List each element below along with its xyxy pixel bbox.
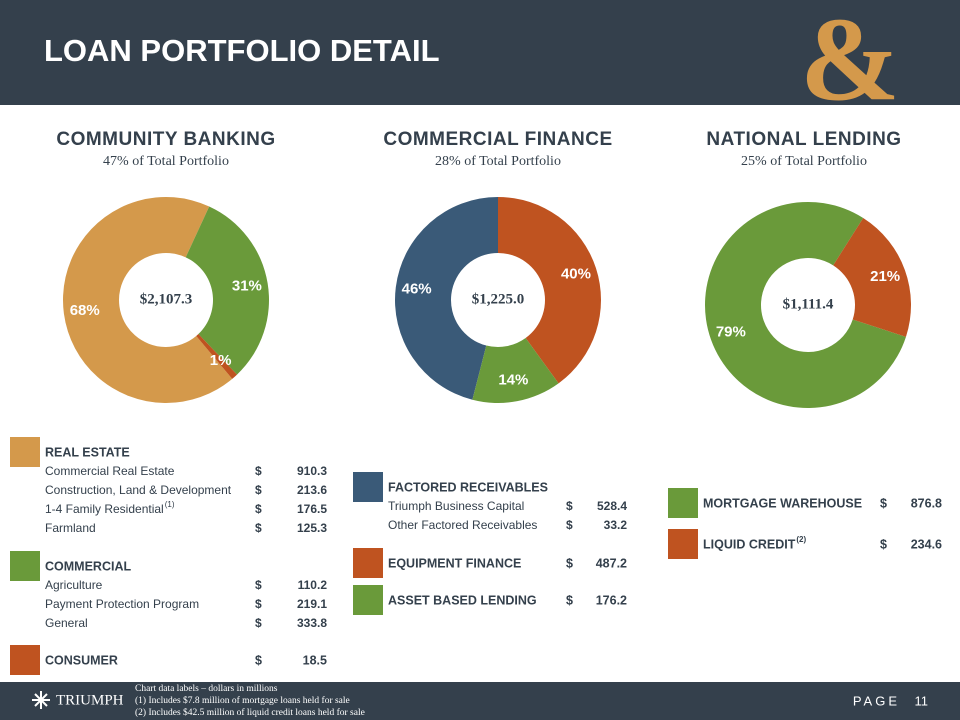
currency: $ — [255, 464, 262, 478]
chart-subtitle: 25% of Total Portfolio — [741, 154, 867, 169]
row-label: Commercial Real Estate — [45, 464, 175, 478]
footer-band — [0, 682, 960, 720]
data-label: 79% — [716, 324, 746, 341]
donut-segment — [498, 197, 601, 384]
currency: $ — [255, 502, 262, 516]
chart-title: COMMUNITY BANKING — [56, 129, 275, 150]
currency: $ — [255, 521, 262, 535]
data-label: 14% — [498, 372, 528, 389]
donut-segment — [472, 338, 559, 403]
data-label: 1% — [210, 352, 232, 369]
amount: 18.5 — [303, 653, 327, 667]
legend-swatch — [668, 488, 698, 518]
row-label: General — [45, 616, 88, 630]
brand-icon — [32, 691, 50, 709]
donut-segment — [833, 218, 911, 337]
page-number: 11 — [915, 693, 929, 708]
currency: $ — [255, 616, 262, 630]
section-header: CONSUMER — [45, 653, 118, 667]
amount: 234.6 — [911, 537, 942, 551]
center-label: $1,111.4 — [783, 296, 834, 312]
currency: $ — [255, 597, 262, 611]
amount: 333.8 — [297, 616, 327, 630]
legend-swatch — [353, 548, 383, 578]
data-label: 46% — [402, 281, 432, 298]
legend-swatch — [10, 645, 40, 675]
section-header: LIQUID CREDIT — [703, 537, 796, 551]
amount: 876.8 — [911, 496, 942, 510]
currency: $ — [566, 556, 573, 570]
data-label: 31% — [232, 278, 262, 295]
section-header: FACTORED RECEIVABLES — [388, 480, 548, 494]
currency: $ — [880, 537, 887, 551]
footnote: Chart data labels – dollars in millions — [135, 684, 278, 694]
section-header: EQUIPMENT FINANCE — [388, 556, 521, 570]
legend-swatch — [353, 472, 383, 502]
row-label: Payment Protection Program — [45, 597, 199, 611]
currency: $ — [255, 483, 262, 497]
donut-segment — [394, 197, 498, 400]
legend-swatch — [668, 529, 698, 559]
row-label: Farmland — [45, 521, 96, 535]
note-ref: (2) — [796, 535, 806, 544]
amount: 528.4 — [597, 499, 627, 513]
currency: $ — [566, 593, 573, 607]
section-header: REAL ESTATE — [45, 445, 130, 459]
section-header: MORTGAGE WAREHOUSE — [703, 496, 862, 510]
row-label: Construction, Land & Development — [45, 483, 232, 497]
footnote: (2) Includes $42.5 million of liquid cre… — [135, 707, 365, 718]
chart-title: NATIONAL LENDING — [706, 129, 901, 150]
currency: $ — [255, 653, 262, 667]
footnote: (1) Includes $7.8 million of mortgage lo… — [135, 695, 350, 706]
amount: 125.3 — [297, 521, 327, 535]
center-label: $2,107.3 — [140, 291, 193, 307]
section-header: COMMERCIAL — [45, 559, 131, 573]
amount: 110.2 — [298, 578, 328, 592]
currency: $ — [255, 578, 262, 592]
brand: TRIUMPH — [56, 692, 124, 708]
center-label: $1,225.0 — [472, 291, 525, 307]
data-label: 40% — [561, 266, 591, 283]
note-ref: (1) — [165, 500, 175, 509]
amount: 487.2 — [596, 556, 627, 570]
row-label: Agriculture — [45, 578, 103, 592]
legend-swatch — [10, 551, 40, 581]
legend-swatch — [10, 437, 40, 467]
page-title: LOAN PORTFOLIO DETAIL — [44, 33, 440, 68]
currency: $ — [566, 499, 573, 513]
amount: 33.2 — [604, 518, 628, 532]
logo-mark: & — [800, 0, 900, 126]
chart-subtitle: 28% of Total Portfolio — [435, 154, 561, 169]
row-label: Other Factored Receivables — [388, 518, 537, 532]
section-header: ASSET BASED LENDING — [388, 593, 537, 607]
page-label: PAGE — [853, 693, 900, 708]
header-band — [0, 0, 960, 105]
donut-segment — [196, 334, 238, 379]
data-label: 68% — [70, 302, 100, 319]
amount: 213.6 — [297, 483, 327, 497]
donut-segment — [705, 201, 906, 408]
currency: $ — [566, 518, 573, 532]
chart-title: COMMERCIAL FINANCE — [383, 129, 612, 150]
donut-segment — [185, 206, 269, 375]
data-label: 21% — [870, 268, 900, 285]
row-label: Triumph Business Capital — [388, 499, 524, 513]
amount: 176.5 — [297, 502, 327, 516]
legend-swatch — [353, 585, 383, 615]
amount: 910.3 — [297, 464, 327, 478]
chart-subtitle: 47% of Total Portfolio — [103, 154, 229, 169]
donut-segment — [63, 197, 233, 403]
amount: 219.1 — [297, 597, 327, 611]
currency: $ — [880, 496, 887, 510]
amount: 176.2 — [596, 593, 627, 607]
row-label: 1-4 Family Residential — [45, 502, 164, 516]
